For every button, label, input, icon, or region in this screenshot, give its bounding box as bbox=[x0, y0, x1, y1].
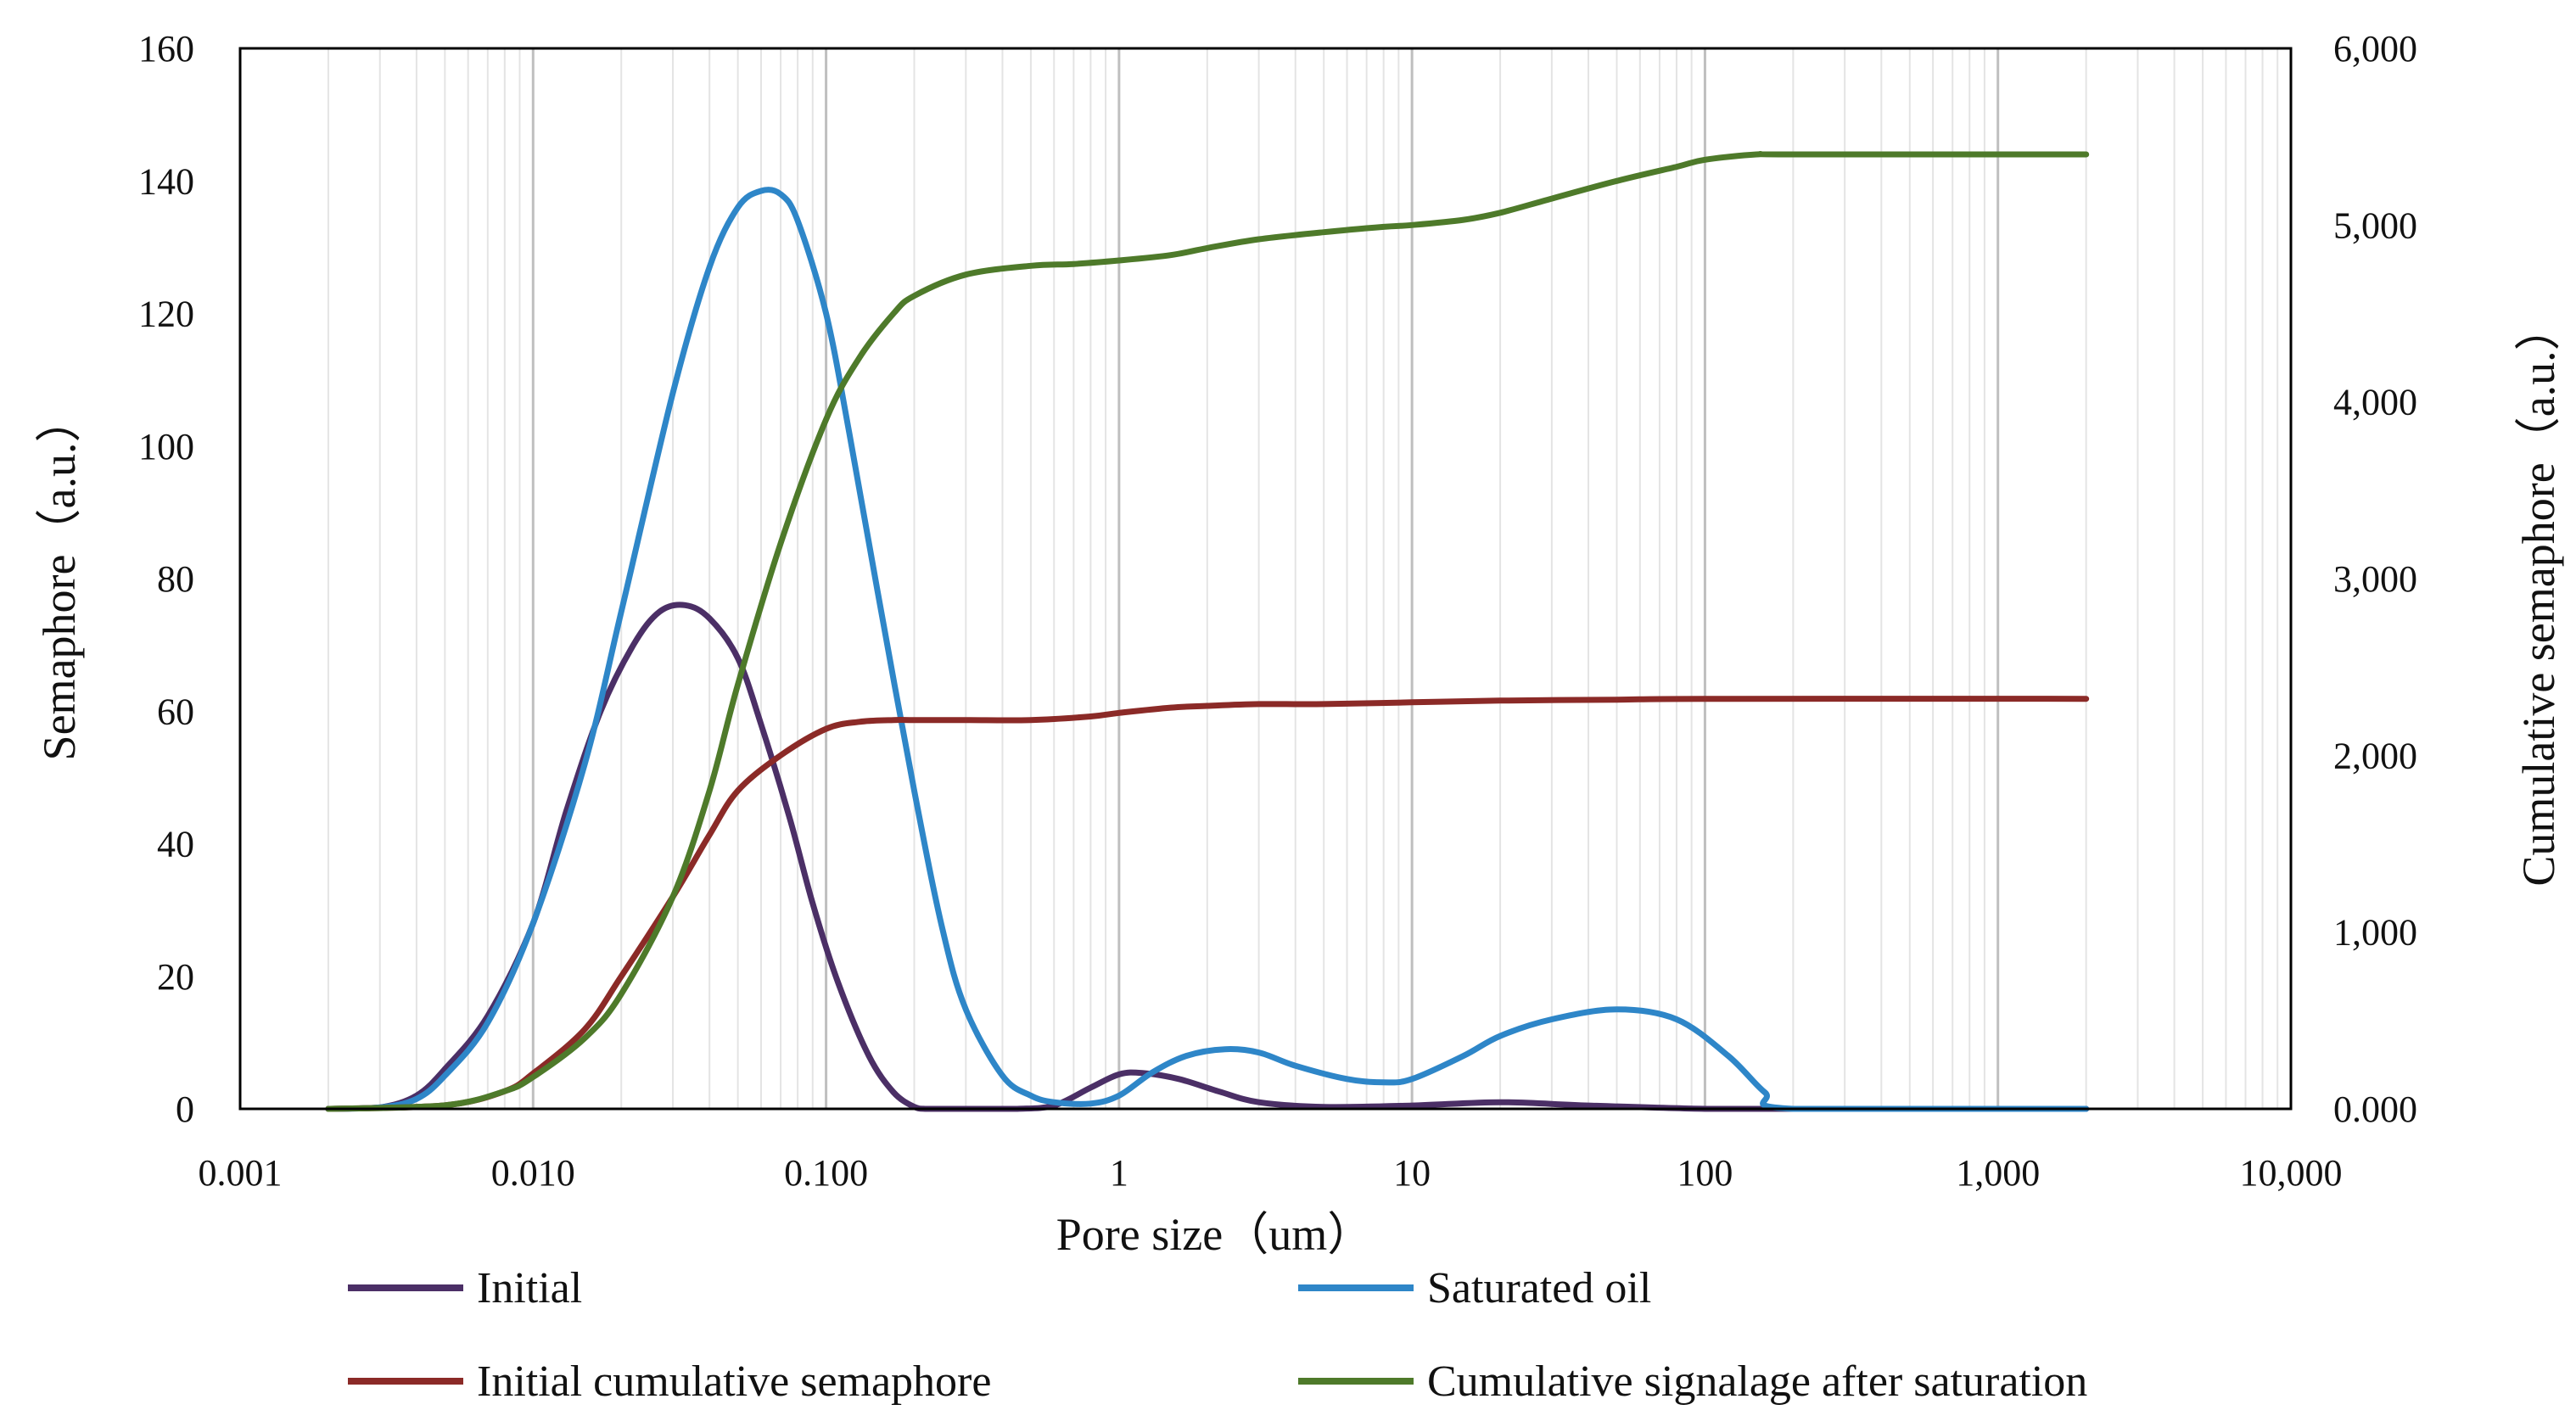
y2-axis-title: Cumulative semaphore（a.u.） bbox=[2513, 305, 2564, 886]
x-tick-label: 0.010 bbox=[491, 1152, 575, 1194]
legend-label-initial-cumulative: Initial cumulative semaphore bbox=[477, 1357, 991, 1406]
y2-tick-label: 1,000 bbox=[2333, 912, 2417, 954]
y-tick-label: 0 bbox=[176, 1088, 194, 1130]
y2-tick-label: 6,000 bbox=[2333, 28, 2417, 70]
series-line-0 bbox=[325, 602, 2090, 1112]
y2-tick-label: 2,000 bbox=[2333, 735, 2417, 776]
x-tick-label: 1 bbox=[1110, 1152, 1128, 1194]
x-tick-label: 100 bbox=[1677, 1152, 1733, 1194]
y2-tick-label: 0.000 bbox=[2333, 1088, 2417, 1130]
y-tick-label: 40 bbox=[157, 824, 194, 865]
x-tick-label: 10,000 bbox=[2240, 1152, 2343, 1194]
x-tick-labels: 0.001 0.010 0.100 1 10 100 1,000 10,000 bbox=[199, 1152, 2343, 1194]
plot-frame bbox=[238, 47, 2293, 1111]
x-tick-label: 0.100 bbox=[784, 1152, 868, 1194]
grid-layer bbox=[327, 48, 2279, 1109]
y-tick-label: 80 bbox=[157, 558, 194, 600]
y2-tick-label: 3,000 bbox=[2333, 558, 2417, 600]
y-axis-title: Semaphore（a.u.） bbox=[34, 397, 85, 761]
legend-label-cumulative-after-saturation: Cumulative signalage after saturation bbox=[1427, 1357, 2087, 1406]
y-tick-label: 120 bbox=[138, 294, 194, 335]
y-tick-label: 60 bbox=[157, 691, 194, 732]
legend-label-initial: Initial bbox=[477, 1264, 582, 1312]
y-tick-labels: 0 20 40 60 80 100 120 140 160 bbox=[138, 28, 194, 1130]
x-tick-label: 0.001 bbox=[199, 1152, 283, 1194]
y-tick-label: 20 bbox=[157, 956, 194, 998]
y-tick-label: 140 bbox=[138, 160, 194, 202]
legend-label-saturated-oil: Saturated oil bbox=[1427, 1264, 1651, 1312]
series-layer bbox=[325, 151, 2090, 1112]
series-line-1 bbox=[325, 187, 2090, 1112]
y-tick-label: 100 bbox=[138, 426, 194, 467]
legend: Initial Saturated oil Initial cumulative… bbox=[348, 1264, 2087, 1406]
y2-tick-label: 5,000 bbox=[2333, 204, 2417, 246]
y2-tick-labels: 0.000 1,000 2,000 3,000 4,000 5,000 6,000 bbox=[2333, 28, 2417, 1130]
x-axis-title: Pore size（um） bbox=[1056, 1209, 1373, 1260]
x-tick-label: 10 bbox=[1393, 1152, 1431, 1194]
y-tick-label: 160 bbox=[138, 28, 194, 70]
series-line-3 bbox=[325, 151, 2090, 1112]
x-tick-label: 1,000 bbox=[1956, 1152, 2040, 1194]
y2-tick-label: 4,000 bbox=[2333, 382, 2417, 423]
series-line-2 bbox=[325, 696, 2090, 1112]
